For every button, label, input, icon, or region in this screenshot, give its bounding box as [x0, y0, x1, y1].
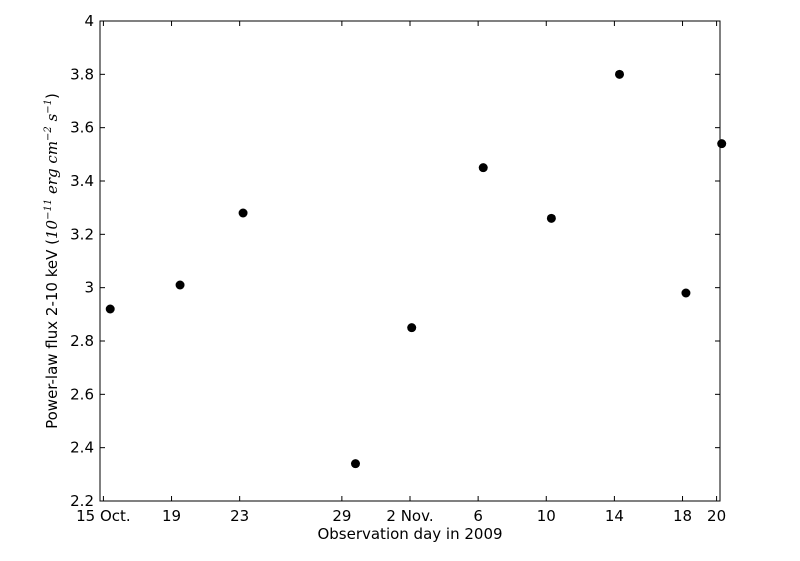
data-point	[238, 208, 248, 218]
x-tick-label: 15 Oct.	[76, 507, 131, 525]
x-tick-label: 18	[673, 507, 692, 525]
y-tick-label: 3.2	[70, 225, 94, 243]
data-point	[407, 323, 417, 333]
x-tick-label: 14	[605, 507, 624, 525]
x-tick-label: 6	[473, 507, 483, 525]
x-tick-label: 10	[537, 507, 556, 525]
y-tick-label: 2.8	[70, 332, 94, 350]
x-tick-label: 20	[707, 507, 726, 525]
y-tick-label: 3.4	[70, 172, 94, 190]
data-point	[615, 69, 625, 79]
x-tick-label: 19	[162, 507, 181, 525]
x-tick-label: 23	[230, 507, 249, 525]
data-points	[105, 69, 727, 469]
x-axis-label: Observation day in 2009	[317, 525, 502, 543]
y-tick-label: 2.2	[70, 492, 94, 510]
x-tick-label: 29	[332, 507, 351, 525]
data-point	[546, 213, 556, 223]
x-tick-label: 2 Nov.	[386, 507, 433, 525]
x-axis-ticks: 15 Oct. 19 23 29 2 Nov. 6 10 14 18 20	[76, 21, 726, 525]
y-tick-label: 3	[84, 279, 94, 297]
data-point	[175, 280, 185, 290]
data-point	[681, 288, 691, 298]
data-point	[105, 304, 115, 314]
y-tick-label: 2.6	[70, 385, 94, 403]
y-tick-label: 3.8	[70, 65, 94, 83]
axes-frame	[99, 20, 721, 502]
y-tick-label: 4	[84, 12, 94, 30]
data-point	[717, 139, 727, 149]
y-tick-label: 2.4	[70, 439, 94, 457]
data-point	[478, 163, 488, 173]
data-point	[350, 459, 360, 469]
y-tick-label: 3.6	[70, 119, 94, 137]
y-axis-ticks: 2.2 2.4 2.6 2.8 3 3.2 3.4 3.6 3.8 4	[70, 12, 720, 510]
y-axis-label: Power-law flux 2-10 keV (10−11 erg cm−2 …	[43, 93, 61, 429]
